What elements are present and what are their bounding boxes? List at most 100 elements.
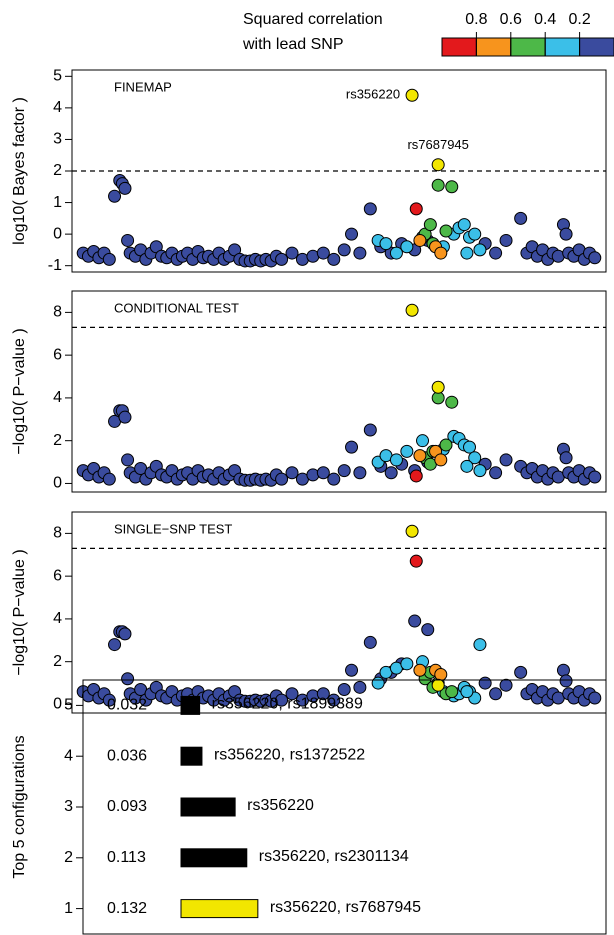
snp-point	[460, 246, 474, 260]
y-tick-label: 4	[53, 389, 62, 406]
snp-point	[408, 614, 422, 628]
snp-point	[121, 453, 135, 467]
snp-point	[108, 189, 122, 203]
snp-point	[413, 663, 427, 677]
snp-point	[499, 233, 513, 247]
snp-point	[409, 469, 423, 483]
configuration-label: rs356220, rs1899389	[212, 696, 363, 713]
y-tick-label: 2	[53, 432, 62, 449]
snp-point	[588, 470, 602, 484]
snp-point	[371, 676, 385, 690]
snp-point	[363, 635, 377, 649]
snp-point	[445, 685, 459, 699]
panel-title: CONDITIONAL TEST	[114, 300, 239, 315]
snp-point	[327, 693, 341, 707]
snp-point	[460, 459, 474, 473]
snp-point	[285, 687, 299, 701]
snp-point	[431, 178, 445, 192]
snp-point	[102, 472, 116, 486]
panel-title: SINGLE−SNP TEST	[114, 521, 232, 536]
snp-point	[118, 410, 132, 424]
snp-point	[445, 395, 459, 409]
configuration-label: rs356220	[247, 797, 314, 814]
snp-point	[434, 246, 448, 260]
snp-point	[327, 472, 341, 486]
y-tick-label: 0	[53, 225, 62, 242]
value-label: 0.036	[107, 747, 147, 764]
snp-point	[434, 453, 448, 467]
snp-point	[345, 663, 359, 677]
bar	[180, 899, 259, 919]
snp-point	[327, 252, 341, 266]
snp-point	[384, 466, 398, 480]
snp-point	[337, 243, 351, 257]
snp-point	[489, 246, 503, 260]
snp-point	[445, 180, 459, 194]
y-tick-label: 2	[53, 653, 62, 670]
snp-point	[405, 524, 419, 538]
colorbar-swatch	[510, 37, 546, 57]
snp-point	[353, 246, 367, 260]
snp-point	[431, 380, 445, 394]
snp-point	[405, 303, 419, 317]
snp-point	[353, 680, 367, 694]
plot-frame	[71, 290, 607, 493]
snp-point	[556, 663, 570, 677]
y-tick-label: 1	[64, 900, 73, 917]
snp-point	[400, 657, 414, 671]
snp-point	[121, 233, 135, 247]
snp-point	[588, 251, 602, 265]
snp-point	[337, 682, 351, 696]
y-tick-label: 0	[53, 696, 62, 713]
configuration-label: rs356220, rs2301134	[259, 848, 409, 865]
snp-point	[514, 665, 528, 679]
y-axis-label: Top 5 configurations	[11, 735, 28, 878]
colorbar-tick-label: 0.4	[534, 11, 556, 28]
bar	[180, 797, 236, 817]
snp-point	[102, 693, 116, 707]
snp-point	[468, 451, 482, 465]
snp-point	[499, 453, 513, 467]
snp-point	[275, 472, 289, 486]
y-tick-label: 4	[64, 747, 73, 764]
y-tick-label: 4	[53, 610, 62, 627]
value-label: 0.132	[107, 900, 147, 917]
colorbar-title: with lead SNP	[242, 36, 344, 53]
colorbar-tick-label: 0.6	[500, 11, 522, 28]
colorbar-title: Squared correlation	[243, 11, 383, 28]
y-tick-label: 0	[53, 475, 62, 492]
snp-label: rs356220	[346, 87, 400, 102]
snp-point	[363, 202, 377, 216]
snp-point	[306, 468, 320, 482]
colorbar-tick-label: 0.8	[465, 11, 487, 28]
snp-point	[275, 693, 289, 707]
snp-point	[363, 423, 377, 437]
snp-point	[473, 638, 487, 652]
y-tick-label: 8	[53, 304, 62, 321]
snp-point	[559, 451, 573, 465]
snp-label: rs7687945	[407, 137, 468, 152]
colorbar-swatch	[579, 37, 614, 57]
snp-point	[345, 440, 359, 454]
y-tick-label: 4	[53, 99, 62, 116]
snp-point	[108, 638, 122, 652]
snp-point	[431, 678, 445, 692]
snp-point	[559, 227, 573, 241]
y-tick-label: 5	[53, 68, 62, 85]
configuration-label: rs356220, rs1372522	[214, 746, 365, 763]
snp-point	[473, 464, 487, 478]
snp-point	[439, 224, 453, 238]
panel-title: FINEMAP	[114, 79, 172, 94]
y-axis-label: log10( Bayes factor )	[11, 97, 28, 245]
snp-point	[275, 252, 289, 266]
value-label: 0.032	[107, 697, 147, 714]
snp-point	[285, 466, 299, 480]
snp-point	[423, 218, 437, 232]
y-axis-label: −log10( P−value )	[11, 549, 28, 675]
plot-frame	[71, 511, 607, 714]
snp-point	[588, 691, 602, 705]
y-tick-label: -1	[48, 257, 62, 274]
bar	[180, 695, 201, 715]
value-label: 0.113	[107, 849, 146, 866]
